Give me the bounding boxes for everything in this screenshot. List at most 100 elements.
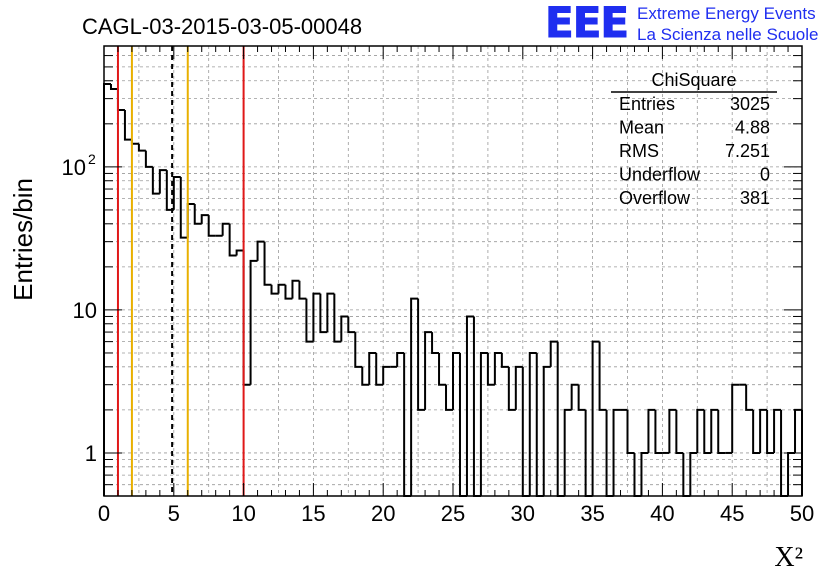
histogram-bin: [759, 408, 768, 453]
histogram-bin: [326, 292, 335, 333]
histogram-bin: [486, 352, 495, 386]
histogram-bin: [235, 249, 244, 256]
histogram-bin: [298, 280, 307, 300]
histogram-bin: [535, 352, 544, 497]
stats-row-label: Underflow: [619, 165, 701, 185]
histogram-bin: [598, 341, 607, 411]
histogram-bin: [284, 284, 293, 300]
histogram-bin: [458, 352, 467, 497]
x-tick-label: 40: [650, 501, 674, 526]
histogram-bars: [103, 82, 803, 497]
histogram-bin: [382, 365, 391, 385]
histogram-bin: [312, 292, 321, 342]
histogram-bin: [472, 316, 481, 497]
eee-logo: EEE Extreme Energy Events La Scienza nel…: [544, 0, 835, 48]
histogram-bin: [193, 204, 202, 225]
x-tick-label: 25: [441, 501, 465, 526]
histogram-bin: [340, 315, 349, 342]
histogram-bin: [137, 143, 146, 152]
histogram-bin: [493, 351, 502, 385]
threshold-lines: [116, 46, 245, 496]
histogram-bin: [123, 109, 132, 141]
histogram-bin: [186, 203, 195, 238]
histogram-bin: [319, 293, 328, 334]
chart-title: CAGL-03-2015-03-05-00048: [82, 14, 362, 39]
histogram-bin: [221, 222, 230, 236]
histogram-bin: [766, 409, 775, 454]
histogram-bin: [549, 340, 558, 367]
histogram-bin: [228, 223, 237, 257]
histogram-bin: [542, 365, 551, 496]
histogram-bin: [270, 284, 279, 295]
histogram-bin: [612, 408, 621, 496]
histogram-bin: [417, 298, 426, 411]
histogram-bin: [116, 89, 125, 111]
histogram-bin: [563, 408, 572, 496]
histogram-bin: [354, 332, 363, 368]
x-tick-label: 20: [371, 501, 395, 526]
histogram-bin: [521, 366, 530, 497]
y-tick-exponent: 2: [88, 151, 96, 167]
axis-ticks: [103, 45, 803, 497]
stats-row-value: 3025: [730, 94, 770, 114]
histogram-bin: [717, 409, 726, 454]
stats-row-value: 0: [760, 165, 770, 185]
x-tick-label: 5: [168, 501, 180, 526]
x-tick-label: 30: [511, 501, 535, 526]
stats-row-label: RMS: [619, 141, 659, 161]
histogram-bin: [291, 279, 300, 299]
histogram-bin: [361, 366, 370, 386]
histogram-bin: [514, 365, 523, 410]
histogram-bin: [675, 409, 684, 454]
histogram-bin: [445, 384, 453, 411]
histogram-bin: [424, 331, 433, 410]
histogram-bin: [410, 297, 419, 496]
logo-line-1: Extreme Energy Events: [637, 4, 816, 23]
stats-row-label: Entries: [619, 94, 675, 114]
histogram-bin: [577, 384, 586, 411]
histogram-bin: [256, 240, 265, 261]
histogram-bin: [654, 409, 663, 454]
stats-box: ChiSquare Entries 3025 Mean 4.88 RMS 7.251 Und…: [611, 70, 777, 208]
histogram-bin: [109, 83, 118, 91]
x-tick-label: 15: [301, 501, 325, 526]
x-tick-label: 10: [231, 501, 255, 526]
histogram-bin: [403, 352, 412, 497]
histogram-bin: [507, 366, 516, 411]
histogram-bin: [689, 451, 698, 496]
histogram-bin: [703, 409, 712, 454]
histogram-bin: [438, 352, 447, 386]
histogram-bin: [640, 451, 649, 496]
histogram-bin: [103, 82, 111, 496]
y-tick-label: 10: [73, 298, 97, 323]
x-tick-label: 35: [580, 501, 604, 526]
histogram-bin: [151, 166, 160, 195]
histogram-bin: [752, 409, 761, 454]
x-tick-label: 45: [720, 501, 744, 526]
stats-title: ChiSquare: [651, 70, 736, 90]
histogram-bin: [500, 352, 509, 368]
histogram-bin: [179, 176, 188, 239]
y-tick-label: 10: [62, 155, 86, 180]
histogram-bin: [710, 408, 719, 453]
histogram-bin: [745, 384, 754, 411]
histogram-bin: [591, 340, 600, 496]
histogram-bin: [207, 215, 216, 237]
histogram-bin: [375, 352, 384, 386]
x-tick-label: 50: [790, 501, 814, 526]
x-tick-label: 0: [98, 501, 110, 526]
y-tick-label: 1: [85, 441, 97, 466]
logo-line-2: La Scienza nelle Scuole: [637, 25, 819, 44]
histogram-bin: [242, 250, 251, 386]
stats-row-value: 381: [740, 188, 770, 208]
histogram-bin: [452, 351, 460, 410]
histogram-bin: [570, 383, 579, 410]
histogram-bin: [556, 341, 565, 497]
histogram-bin: [773, 408, 782, 453]
histogram-bin: [172, 175, 181, 210]
logo-mark: EEE: [544, 0, 629, 47]
histogram-bin: [249, 259, 258, 385]
histogram-bin: [696, 408, 705, 453]
histogram-bin: [277, 283, 286, 294]
histogram-bin: [528, 351, 537, 496]
